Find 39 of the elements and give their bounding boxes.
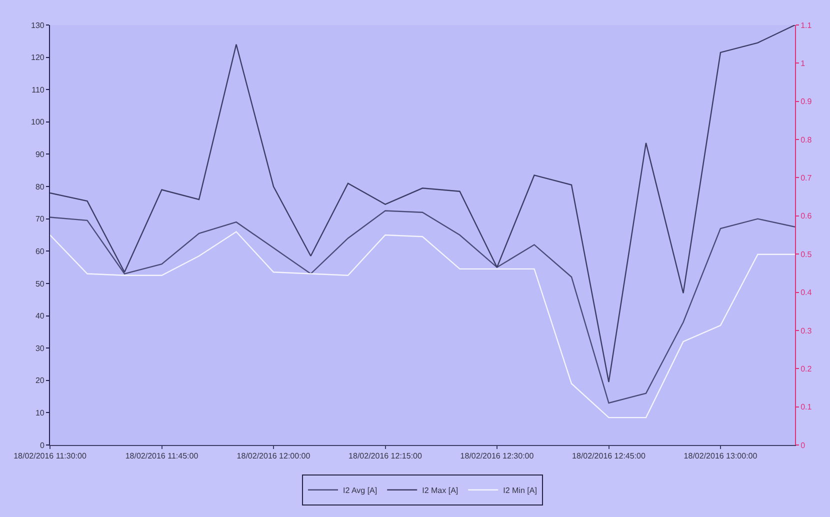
x-tick-label: 18/02/2016 11:45:00 <box>125 452 199 461</box>
legend-label: I2 Max [A] <box>422 486 458 496</box>
y2-tick-label: 0.4 <box>800 288 812 298</box>
y-tick-label: 130 <box>31 20 45 30</box>
y-tick-label: 30 <box>35 344 45 353</box>
y2-tick-label: 0.1 <box>800 402 812 412</box>
legend-label: I2 Avg [A] <box>343 486 378 496</box>
y-tick-label: 70 <box>35 214 45 224</box>
y-tick-label: 10 <box>35 408 45 418</box>
y-tick-label: 80 <box>35 182 45 192</box>
x-tick-label: 18/02/2016 11:30:00 <box>14 452 87 461</box>
x-tick-label: 18/02/2016 13:00:00 <box>684 452 758 461</box>
x-tick-label: 18/02/2016 12:45:00 <box>572 452 646 461</box>
y2-tick-label: 0.8 <box>800 135 812 144</box>
y2-tick-label: 0.9 <box>800 97 812 106</box>
x-tick-label: 18/02/2016 12:00:00 <box>236 452 311 461</box>
x-tick-label: 18/02/2016 12:30:00 <box>460 452 534 461</box>
y-tick-label: 90 <box>35 150 45 160</box>
y-tick-label: 20 <box>35 376 45 386</box>
x-tick-label: 18/02/2016 12:15:00 <box>348 452 422 461</box>
y-tick-label: 50 <box>35 279 45 288</box>
y2-tick-label: 0.3 <box>800 326 812 336</box>
y-tick-label: 0 <box>40 440 45 450</box>
y2-tick-label: 1.1 <box>800 20 812 30</box>
line-series <box>50 25 795 383</box>
y2-tick-label: 0.7 <box>800 174 812 183</box>
y-tick-label: 60 <box>35 246 45 256</box>
y2-tick-label: 0.6 <box>800 212 812 221</box>
y2-tick-label: 0 <box>800 440 806 450</box>
y2-tick-label: 0.2 <box>800 364 812 374</box>
y-tick-label: 120 <box>31 53 45 62</box>
line-series <box>50 231 795 418</box>
y-tick-label: 100 <box>31 118 45 127</box>
legend-label: I2 Min [A] <box>503 486 537 496</box>
y-tick-label: 40 <box>35 312 45 321</box>
line-series <box>50 210 795 404</box>
y2-tick-label: 0.5 <box>800 250 812 259</box>
y-tick-label: 110 <box>32 85 45 94</box>
y2-tick-label: 1 <box>800 58 806 68</box>
